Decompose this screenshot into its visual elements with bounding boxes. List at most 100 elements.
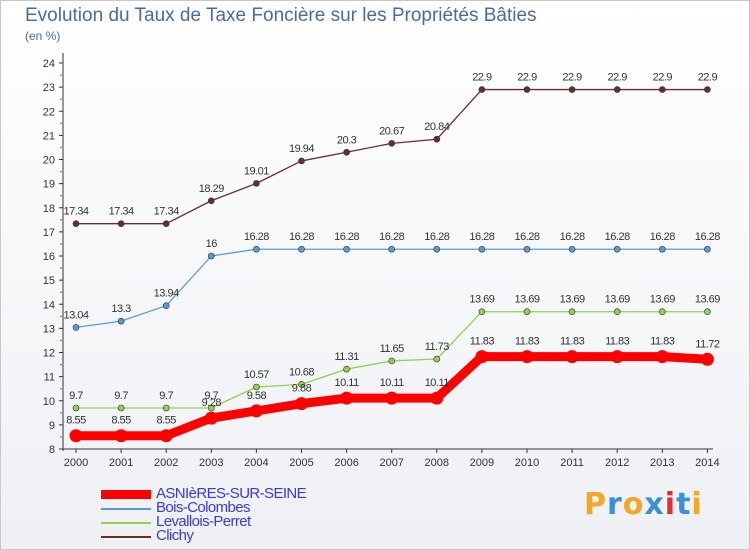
y-minor-tick <box>60 436 62 438</box>
x-tick-label: 2009 <box>470 457 494 469</box>
data-label: 16.28 <box>650 231 675 243</box>
data-point <box>704 308 711 316</box>
y-minor-tick <box>60 194 62 197</box>
x-tick-label: 2013 <box>650 457 674 469</box>
data-label: 19.01 <box>244 165 269 177</box>
data-point <box>478 86 486 93</box>
data-point <box>295 397 308 411</box>
x-tick-label: 2006 <box>334 457 358 469</box>
data-point <box>385 391 399 405</box>
data-label: 17.34 <box>154 206 179 218</box>
data-label: 16.28 <box>514 231 539 243</box>
data-point <box>610 350 624 364</box>
data-point <box>298 381 305 388</box>
logo-letter: r <box>607 487 623 522</box>
data-label: 13.69 <box>469 294 494 306</box>
data-point <box>520 350 534 364</box>
data-point <box>253 180 260 187</box>
data-label: 22.9 <box>562 72 582 84</box>
y-minor-tick <box>60 363 62 366</box>
data-point <box>523 308 531 316</box>
y-minor-tick <box>60 219 62 221</box>
data-label: 9.28 <box>202 397 222 409</box>
x-tick-label: 2001 <box>109 457 133 469</box>
data-point <box>340 391 354 405</box>
legend-label: Clichy <box>156 527 194 544</box>
data-point <box>249 404 263 418</box>
chart-title: Evolution du Taux de Taxe Foncière sur l… <box>25 5 537 26</box>
data-label: 10.57 <box>244 369 269 381</box>
legend-label: Bois-Colombes <box>156 499 251 516</box>
data-point <box>343 148 350 156</box>
data-label: 16 <box>206 238 218 250</box>
data-point <box>568 86 576 93</box>
data-point <box>478 245 486 253</box>
y-minor-tick <box>60 387 62 390</box>
data-label: 22.9 <box>698 72 718 84</box>
y-minor-tick <box>60 74 62 76</box>
logo-letter: P <box>584 487 607 522</box>
legend-swatch <box>101 536 151 538</box>
x-tick-label: 2014 <box>695 457 719 469</box>
y-tick-label: 17 <box>43 227 55 239</box>
data-point <box>658 308 666 316</box>
data-label: 16.28 <box>244 231 269 243</box>
data-point <box>208 197 215 205</box>
data-point <box>704 86 711 93</box>
y-minor-tick <box>60 339 62 342</box>
y-tick-label: 15 <box>43 275 55 287</box>
y-minor-tick <box>60 291 62 293</box>
data-point <box>162 404 170 412</box>
data-point <box>159 429 173 443</box>
y-tick-label: 22 <box>43 106 55 118</box>
data-label: 11.31 <box>334 351 359 363</box>
data-point <box>565 350 579 364</box>
data-label: 20.67 <box>379 125 404 137</box>
logo-letter: i <box>664 487 677 522</box>
data-point <box>658 86 666 93</box>
y-minor-tick <box>60 243 62 245</box>
data-label: 11.72 <box>695 338 720 350</box>
y-tick-label: 10 <box>43 396 55 408</box>
data-label: 9.7 <box>204 390 218 402</box>
data-label: 13.3 <box>111 303 131 315</box>
data-label: 13.04 <box>63 309 88 321</box>
data-label: 22.9 <box>472 72 492 84</box>
series-line <box>75 88 709 225</box>
data-point <box>433 135 441 143</box>
data-label: 13.69 <box>605 294 630 306</box>
data-label: 9.7 <box>114 390 128 402</box>
data-label: 22.9 <box>653 72 673 84</box>
data-point <box>208 252 215 260</box>
data-label: 8.55 <box>156 415 176 427</box>
data-label: 13.69 <box>695 294 720 306</box>
data-point <box>72 324 80 331</box>
y-tick-label: 8 <box>49 444 55 456</box>
y-tick-label: 11 <box>44 372 55 384</box>
x-tick-label: 2004 <box>244 457 268 469</box>
data-point <box>208 404 215 412</box>
data-point <box>613 245 621 253</box>
y-tick-label: 24 <box>43 58 55 70</box>
data-label: 9.58 <box>247 390 267 402</box>
proxiti-logo: Proxiti <box>584 487 703 522</box>
data-label: 11.73 <box>425 341 450 353</box>
legend-swatch <box>101 522 151 524</box>
data-label: 16.28 <box>379 231 404 243</box>
data-point <box>704 245 711 253</box>
data-label: 16.28 <box>289 231 314 243</box>
data-label: 18.29 <box>199 183 224 195</box>
y-tick-label: 19 <box>43 179 55 191</box>
logo-letter: x <box>644 487 665 522</box>
data-label: 11.83 <box>470 336 495 348</box>
data-point <box>72 220 80 227</box>
data-label: 8.55 <box>111 415 131 427</box>
data-point <box>700 352 714 366</box>
data-point <box>433 245 441 253</box>
legend-swatch <box>101 490 151 499</box>
data-label: 10.68 <box>289 366 314 378</box>
data-label: 9.88 <box>292 383 312 395</box>
data-label: 22.9 <box>607 72 627 84</box>
y-minor-tick <box>60 315 62 318</box>
data-point <box>478 308 486 316</box>
